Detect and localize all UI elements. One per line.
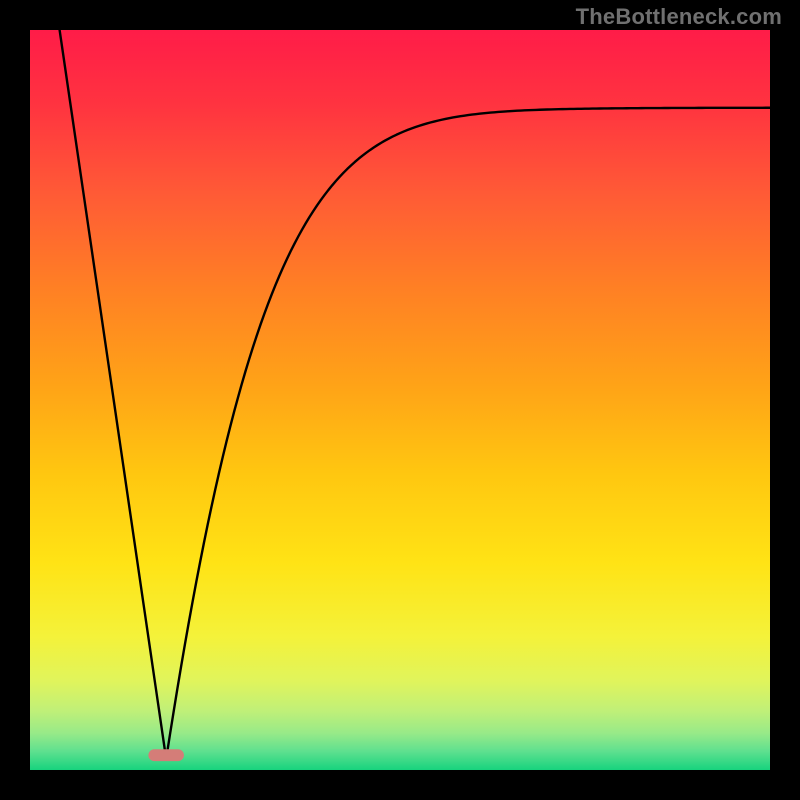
watermark: TheBottleneck.com: [576, 4, 782, 30]
optimal-marker: [148, 749, 184, 761]
bottleneck-chart: [0, 0, 800, 800]
gradient-background: [30, 30, 770, 770]
chart-container: TheBottleneck.com: [0, 0, 800, 800]
